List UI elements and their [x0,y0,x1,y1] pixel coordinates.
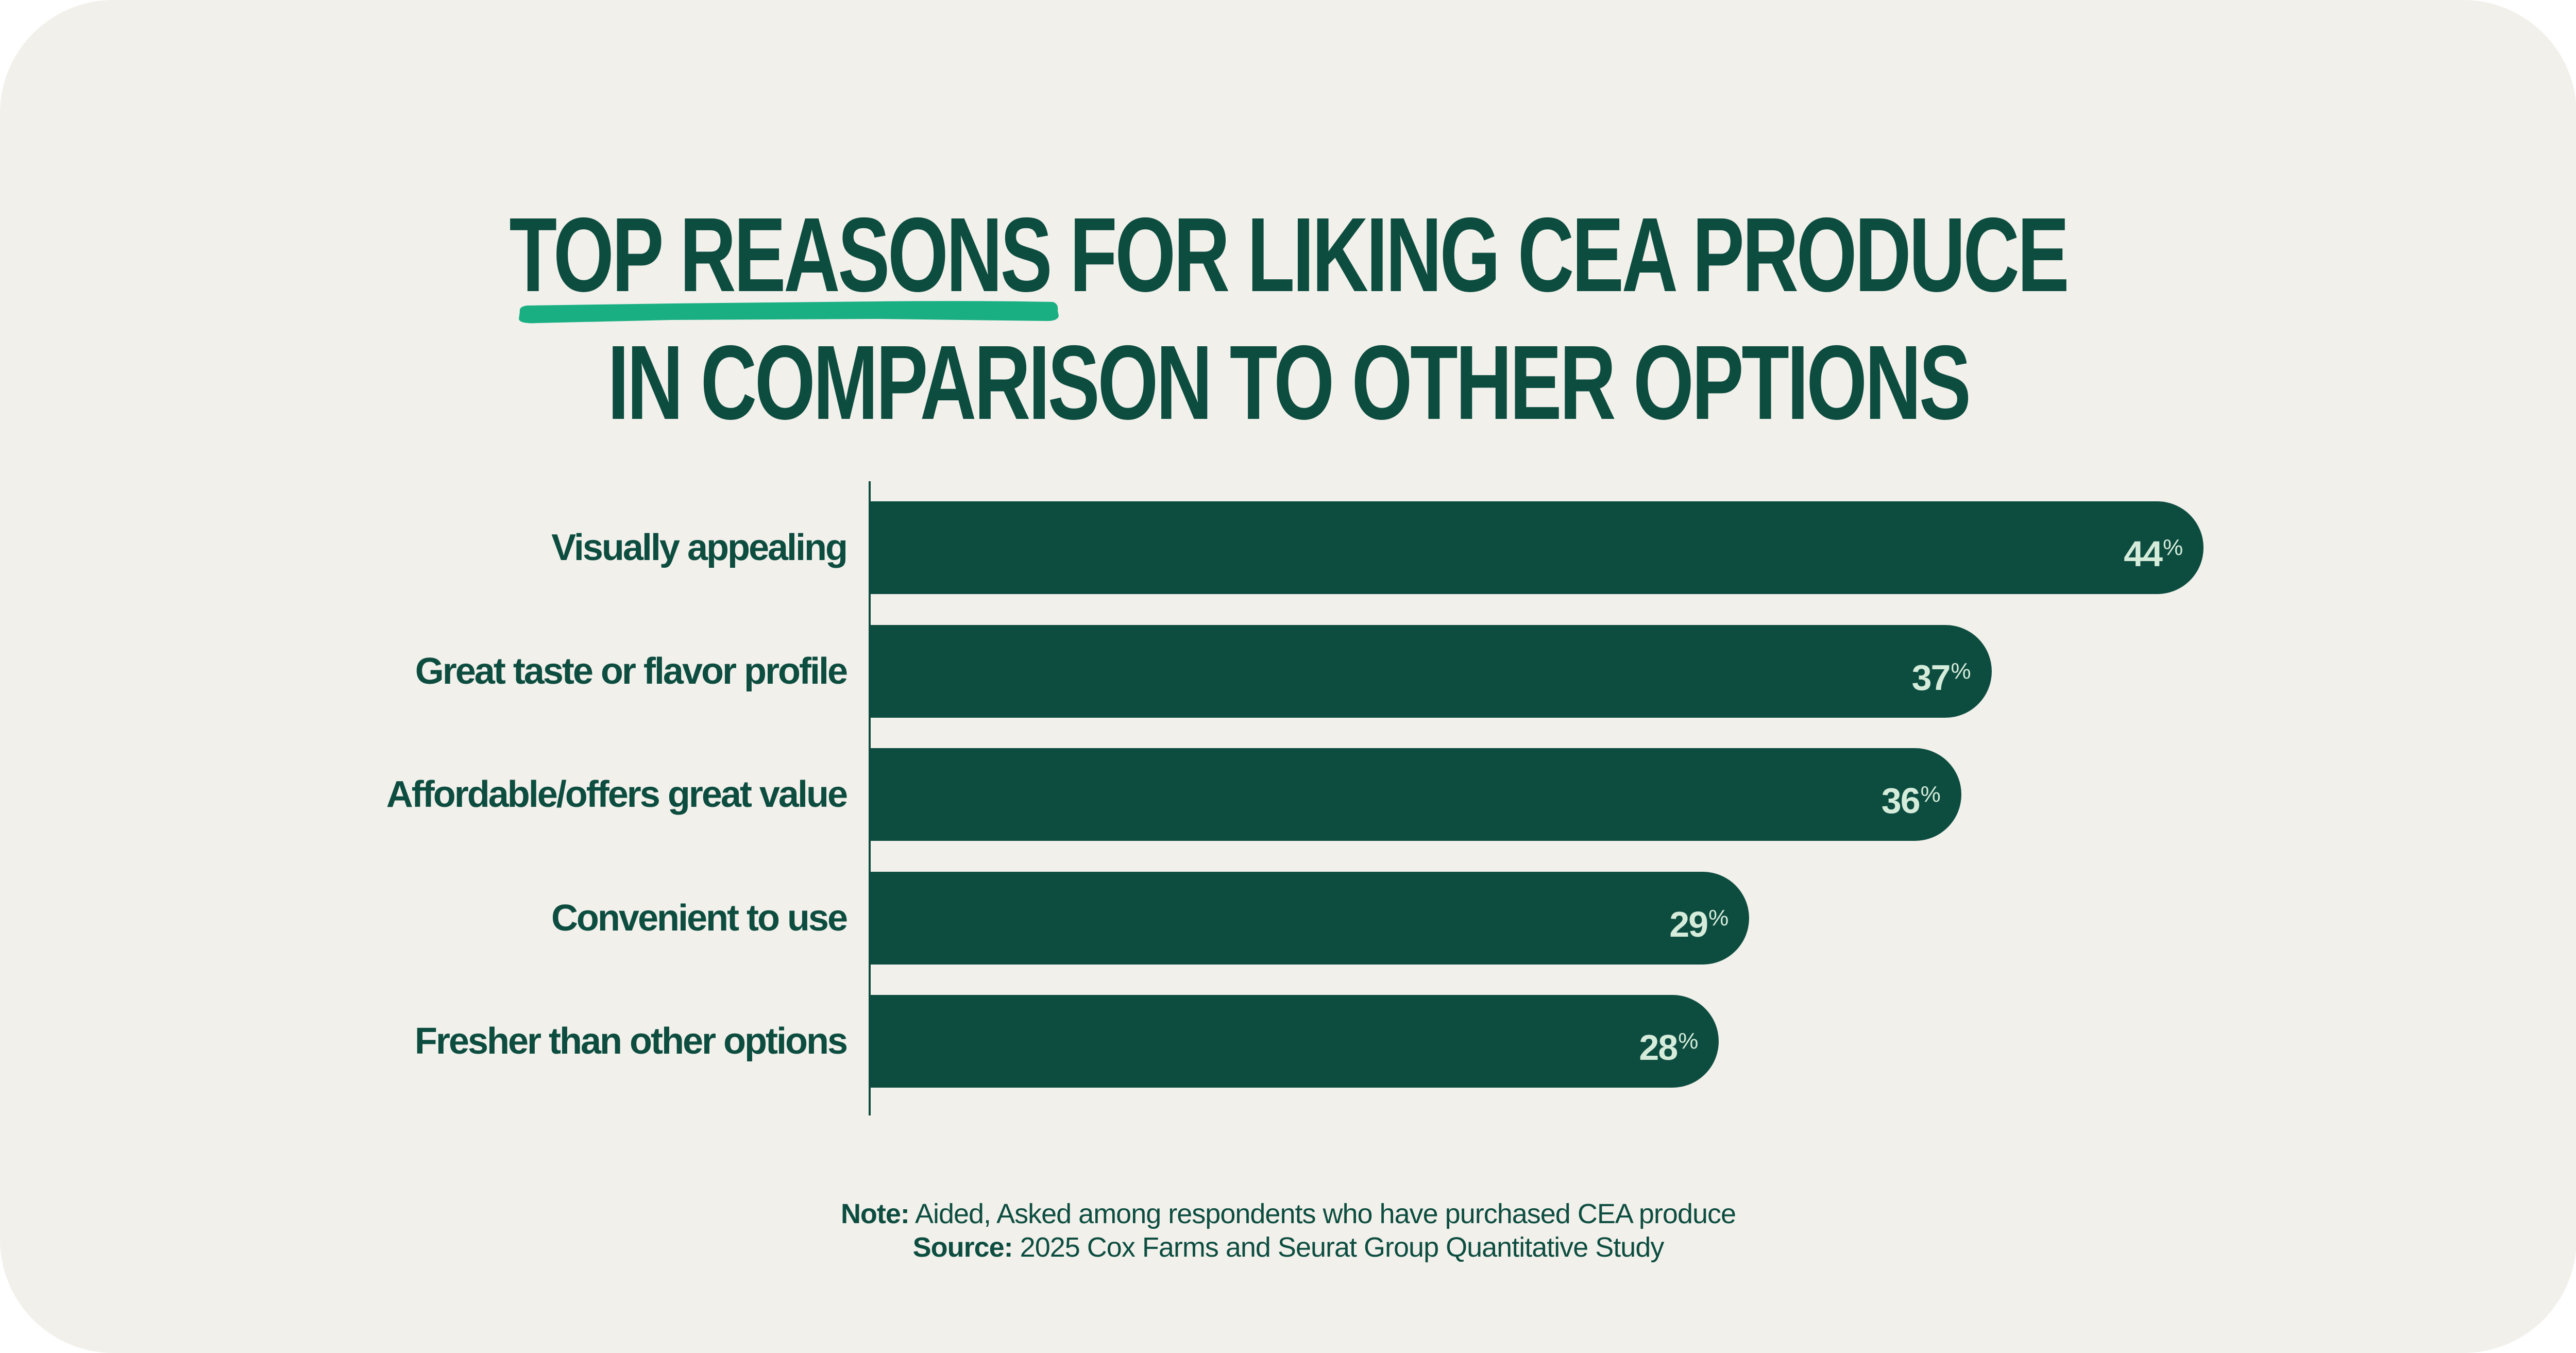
title-rest: FOR LIKING CEA PRODUCE [1050,196,2070,314]
value-label: 37% [1911,625,1971,718]
value-label: 28% [1639,995,1698,1088]
note-label: Note: [840,1198,910,1229]
chart-title-line-1: TOP REASONS FOR LIKING CEA PRODUCE [335,202,2242,308]
bar: 37% [871,624,1992,718]
value-percent-sign: % [1920,782,1941,807]
value-label: 36% [1881,748,1941,841]
bar: 29% [871,871,1750,965]
source-label: Source: [912,1232,1013,1263]
category-label: Convenient to use [551,897,848,939]
value-number: 44 [2124,534,2163,574]
value-number: 29 [1669,904,1708,944]
value-label: 29% [1669,872,1728,965]
category-label: Fresher than other options [414,1021,848,1062]
value-percent-sign: % [1678,1028,1698,1054]
y-axis-line [869,481,871,1115]
title-underline-brush [519,301,1059,324]
bar: 44% [871,501,2204,594]
value-percent-sign: % [2163,535,2183,560]
value-percent-sign: % [1708,905,1728,931]
value-number: 28 [1639,1027,1678,1068]
value-label: 44% [2124,501,2183,594]
source-text: 2025 Cox Farms and Seurat Group Quantita… [1012,1232,1665,1263]
bar: 36% [871,748,1961,841]
category-label: Great taste or flavor profile [415,650,848,692]
category-label: Visually appealing [551,527,848,568]
category-label: Affordable/offers great value [386,774,848,815]
bar: 28% [871,995,1719,1088]
footnote-note: Note: Aided, Asked among respondents who… [0,1198,2576,1230]
footnote-source: Source: 2025 Cox Farms and Seurat Group … [0,1231,2576,1263]
value-percent-sign: % [1951,658,1971,684]
title-highlight: TOP REASONS [509,196,1052,314]
value-number: 36 [1881,781,1921,821]
chart-title-line-2: IN COMPARISON TO OTHER OPTIONS [607,324,1971,442]
value-number: 37 [1911,657,1951,698]
note-text: Aided, Asked among respondents who have … [909,1198,1736,1229]
